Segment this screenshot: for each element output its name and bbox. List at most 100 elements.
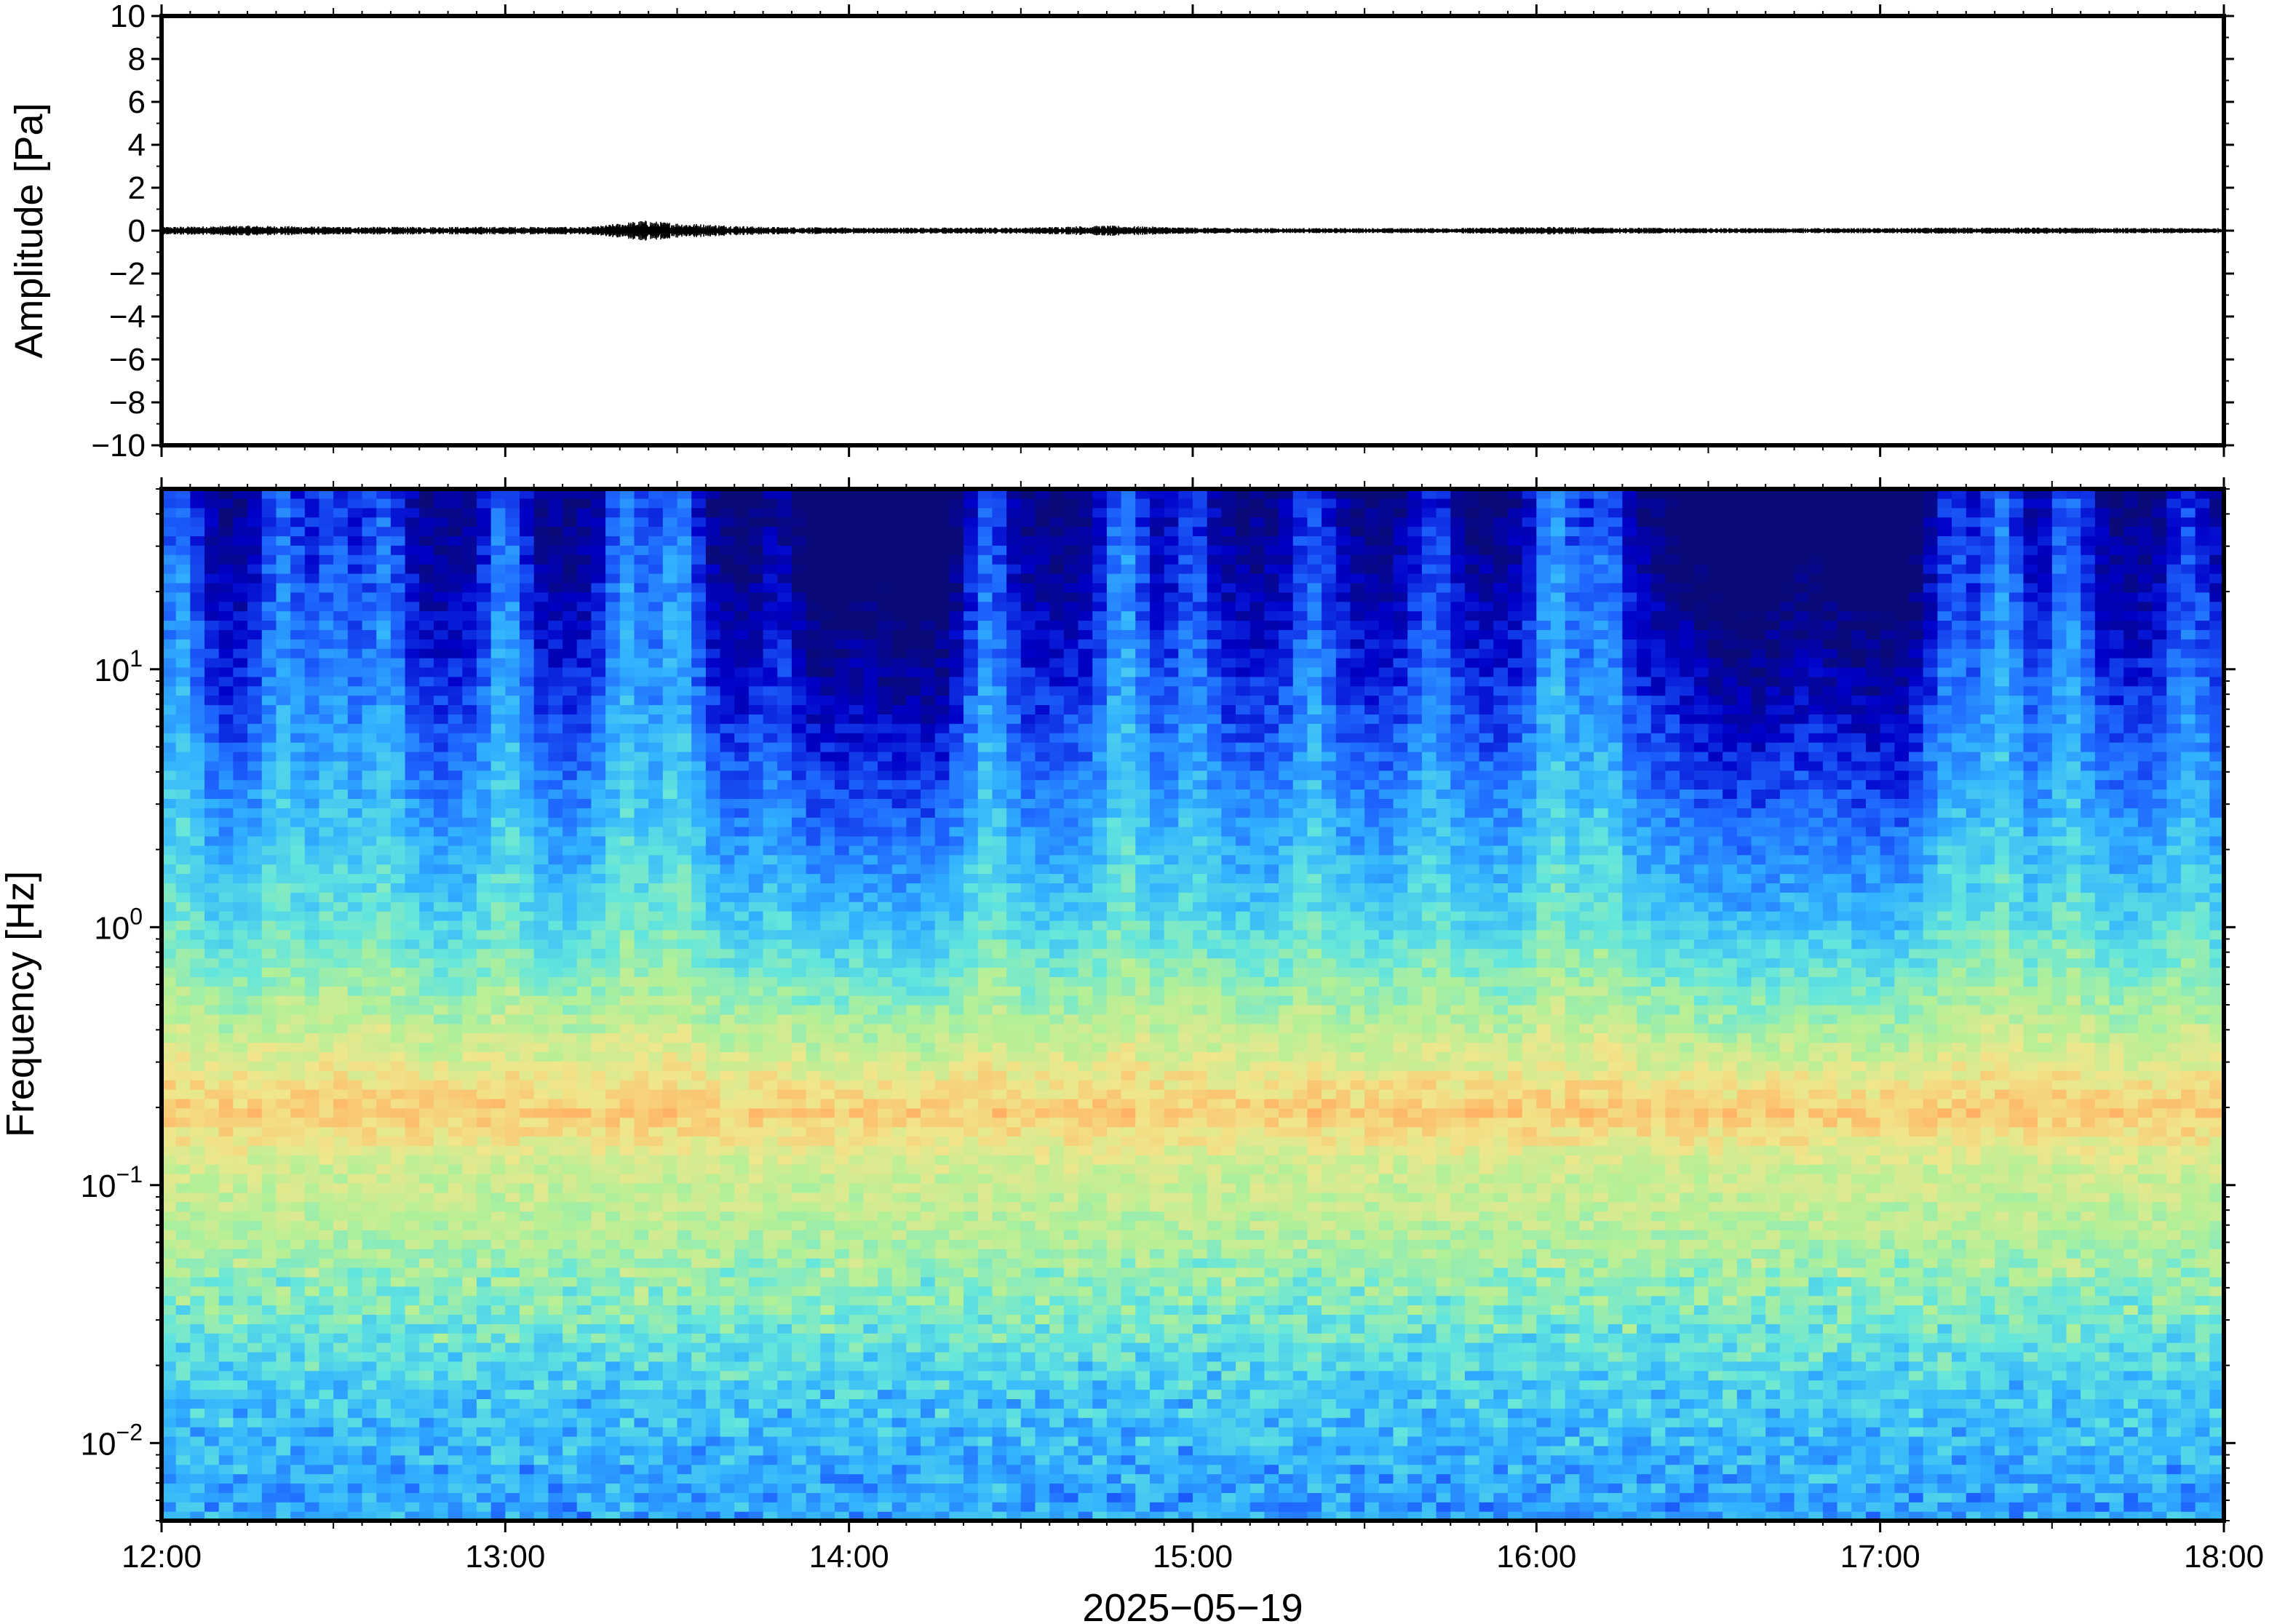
spectrogram-cell [175,883,191,893]
spectrogram-cell [662,873,678,884]
spectrogram-cell [563,967,578,977]
spectrogram-cell [162,1408,177,1418]
spectrogram-cell [319,1155,334,1165]
spectrogram-cell [476,1492,492,1502]
spectrogram-cell [448,1145,463,1155]
spectrogram-cell [648,1032,664,1043]
spectrogram-cell [533,1324,549,1334]
spectrogram-cell [319,911,334,921]
spectrogram-cell [433,1370,449,1381]
spectrogram-cell [490,864,506,875]
spectrogram-cell [419,704,434,715]
spectrogram-cell [462,1324,477,1334]
spectrogram-cell [490,939,506,950]
spectrogram-cell [619,695,635,706]
spectrogram-cell [591,1258,606,1268]
spectrogram-cell [705,1220,721,1230]
spectrogram-cell [204,1408,220,1418]
spectrogram-cell [276,995,291,1006]
spectrogram-cell [218,742,234,752]
spectrogram-cell [304,995,320,1006]
spectrogram-cell [290,920,306,931]
spectrogram-cell [648,883,664,893]
spectrogram-cell [533,554,549,565]
spectrogram-cell [276,545,291,555]
spectrogram-cell [233,489,248,499]
spectrogram-cell [705,620,721,630]
spectrogram-cell [162,1417,177,1428]
spectrogram-cell [619,1276,635,1287]
spectrogram-cell [677,1436,692,1446]
spectrogram-cell [619,1070,635,1080]
spectrogram-cell [290,986,306,996]
spectrogram-cell [276,817,291,827]
spectrogram-cell [304,545,320,555]
spectrogram-cell [347,1080,363,1090]
spectrogram-cell [490,1276,506,1287]
spectrogram-cell [290,1211,306,1222]
spectrogram-cell [576,948,592,959]
spectrogram-cell [677,1230,692,1240]
spectrogram-cell [433,929,449,940]
spectrogram-cell [218,1220,234,1230]
spectrogram-cell [204,760,220,771]
spectrogram-cell [576,1032,592,1043]
spectrogram-cell [319,610,334,621]
spectrogram-cell [720,760,735,771]
spectrogram-cell [247,714,263,724]
spectrogram-cell [175,610,191,621]
spectrogram-cell [476,507,492,518]
spectrogram-cell [619,723,635,733]
spectrogram-cell [218,817,234,827]
spectrogram-cell [505,901,520,912]
spectrogram-cell [505,864,520,875]
spectrogram-cell [605,1249,621,1259]
spectrogram-cell [362,1014,377,1024]
spectrogram-cell [520,1080,535,1090]
spectrogram-cell [777,1182,792,1193]
spectrogram-cell [347,1445,363,1456]
spectrogram-cell [705,1201,721,1212]
spectrogram-cell [763,911,778,921]
spectrogram-cell [433,648,449,658]
spectrogram-cell [462,648,477,658]
spectrogram-cell [619,498,635,509]
spectrogram-cell [691,639,707,649]
spectrogram-cell [247,582,263,593]
spectrogram-cell [162,1511,177,1521]
spectrogram-cell [433,1220,449,1230]
spectrogram-cell [605,901,621,912]
spectrogram-cell [648,714,664,724]
spectrogram-cell [634,835,649,846]
spectrogram-cell [233,1305,248,1315]
spectrogram-cell [247,1192,263,1203]
spectrogram-cell [763,1182,778,1193]
spectrogram-cell [734,1295,750,1306]
spectrogram-cell [390,835,406,846]
spectrogram-cell [218,948,234,959]
spectrogram-cell [190,995,205,1006]
spectrogram-cell [691,1342,707,1353]
spectrogram-cell [190,986,205,996]
spectrogram-cell [347,1389,363,1400]
spectrogram-cell [405,1032,420,1043]
spectrogram-cell [705,1117,721,1128]
spectrogram-cell [347,1098,363,1109]
spectrogram-cell [376,742,392,752]
spectrogram-cell [333,1080,349,1090]
spectrogram-cell [777,1107,792,1118]
spectrogram-cell [634,1417,649,1428]
spectrogram-cell [533,1427,549,1437]
spectrogram-cell [462,929,477,940]
spectrogram-cell [662,1511,678,1521]
spectrogram-cell [419,554,434,565]
spectrogram-cell [190,883,205,893]
spectrogram-cell [505,760,520,771]
spectrogram-cell [677,685,692,696]
spectrogram-cell [576,639,592,649]
spectrogram-cell [691,901,707,912]
spectrogram-cell [490,1032,506,1043]
spectrogram-cell [247,1454,263,1465]
spectrogram-cell [490,545,506,555]
spectrogram-cell [304,704,320,715]
